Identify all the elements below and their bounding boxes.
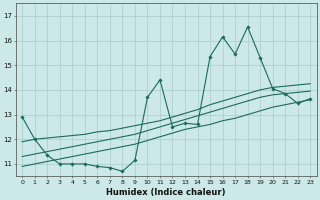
X-axis label: Humidex (Indice chaleur): Humidex (Indice chaleur) (107, 188, 226, 197)
